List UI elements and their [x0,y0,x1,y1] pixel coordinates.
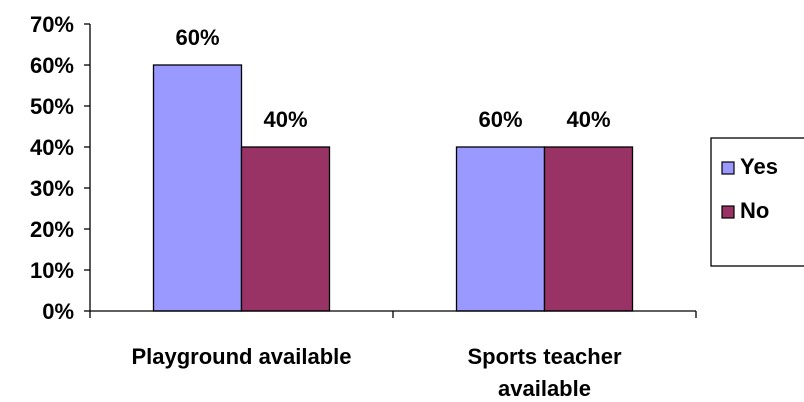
bar-yes-1 [455,146,546,312]
bar-no-0 [240,146,331,312]
data-label-no-0: 40% [263,107,307,132]
y-tick-label-0: 0% [42,299,74,324]
legend-box [710,137,804,267]
data-label-yes-1: 60% [478,107,522,132]
bars-group [152,64,634,312]
data-label-no-1: 40% [566,107,610,132]
legend-swatch-yes [721,161,735,175]
bar-no-1 [543,146,634,312]
y-tick-label-4: 40% [30,135,74,160]
axes-group [84,23,697,318]
y-tick-label-6: 60% [30,53,74,78]
labels-group: 60% 60% 40% 40% 0% 10% 20% 30% 40% 50% 60% 70% Playg… [30,12,622,401]
y-tick-label-7: 70% [30,12,74,37]
legend-label-yes: Yes [740,154,778,179]
y-tick-label-1: 10% [30,258,74,283]
legend: Yes No [710,137,804,267]
category-label-0: Playground available [131,344,351,369]
legend-label-no: No [740,198,769,223]
data-label-yes-0: 60% [175,25,219,50]
category-label-1: Sports teacher available [467,344,621,401]
y-tick-label-3: 30% [30,176,74,201]
legend-swatch-no [721,205,735,219]
y-tick-label-2: 20% [30,217,74,242]
y-tick-label-5: 50% [30,94,74,119]
bar-yes-0 [152,64,243,312]
